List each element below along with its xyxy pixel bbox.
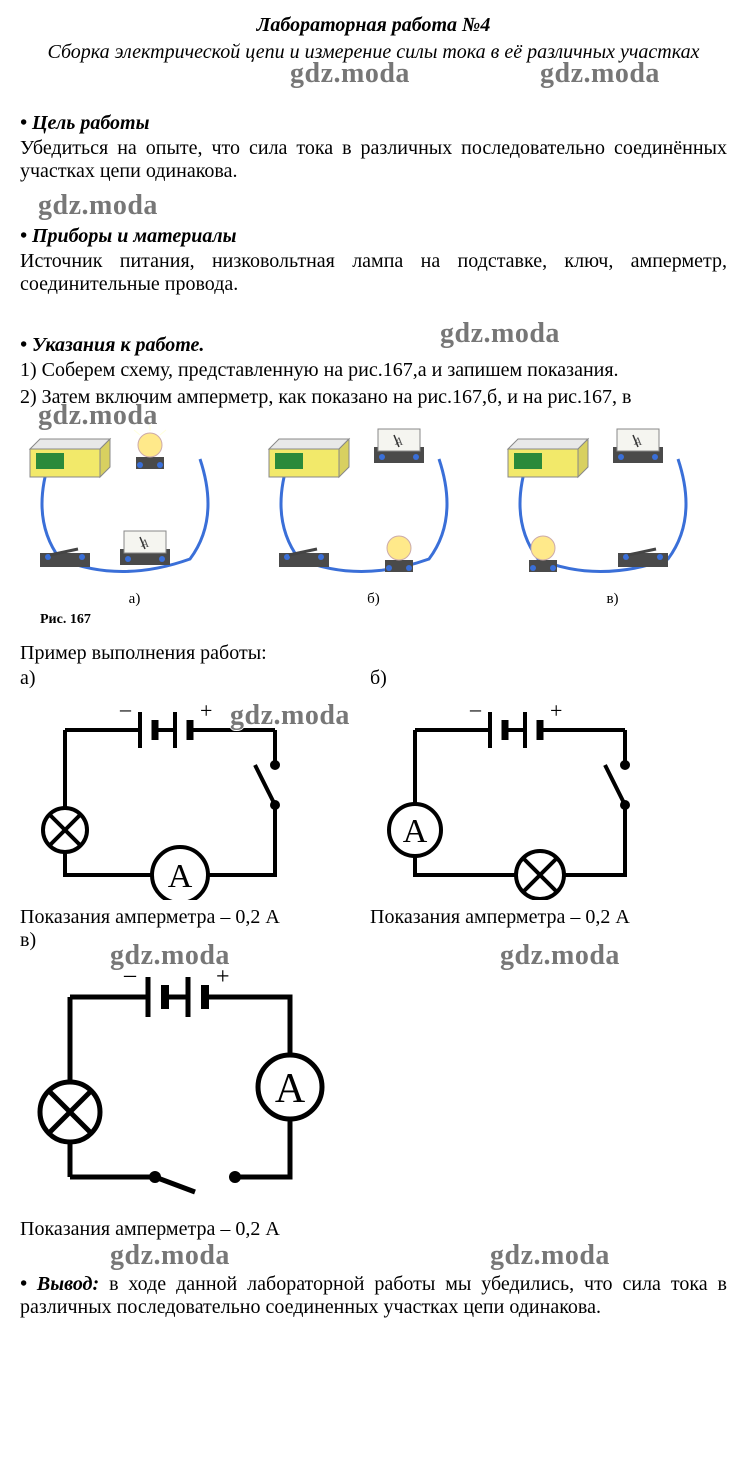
conclusion-body: в ходе данной лабораторной работы мы убе… xyxy=(20,1273,727,1318)
svg-text:+: + xyxy=(200,698,212,723)
goal-heading: • Цель работы xyxy=(20,112,727,135)
svg-text:A: A xyxy=(403,813,428,850)
svg-text:+: + xyxy=(550,698,562,723)
svg-text:–: – xyxy=(123,962,137,988)
figure-167-c: A в) xyxy=(498,419,727,608)
equipment-text: Источник питания, низковольтная лампа на… xyxy=(20,250,727,296)
circuit-photo-b-icon: A xyxy=(259,419,469,589)
schematic-c-block: в) – + A xyxy=(20,929,727,1241)
figure-label-c: в) xyxy=(498,591,727,608)
lab-subtitle: Сборка электрической цепи и измерение си… xyxy=(20,41,727,64)
schematic-a-block: а) – + xyxy=(20,667,340,935)
example-heading: Пример выполнения работы: xyxy=(20,642,727,665)
svg-text:A: A xyxy=(275,1066,306,1112)
reading-c: Показания амперметра – 0,2 А xyxy=(20,1218,727,1241)
conclusion-head: • Вывод: xyxy=(20,1273,109,1295)
equipment-heading: • Приборы и материалы xyxy=(20,225,727,248)
schematic-b-block: б) – + xyxy=(370,667,690,935)
figure-167-a: A а) xyxy=(20,419,249,608)
lab-title: Лабораторная работа №4 xyxy=(20,14,727,37)
figure-label-b: б) xyxy=(259,591,488,608)
conclusion: • Вывод: в ходе данной лабораторной рабо… xyxy=(20,1273,727,1319)
schematic-a-label: а) xyxy=(20,667,340,690)
svg-text:–: – xyxy=(469,696,482,721)
instruction-step-1: 1) Соберем схему, представленную на рис.… xyxy=(20,359,727,382)
figure-167: A а) A xyxy=(20,419,727,608)
schematic-a-icon: – + A xyxy=(20,690,320,900)
svg-text:A: A xyxy=(168,858,193,895)
instructions-heading: • Указания к работе. xyxy=(20,334,727,357)
circuit-photo-c-icon: A xyxy=(498,419,708,589)
circuit-photo-a-icon: A xyxy=(20,419,230,589)
reading-a: Показания амперметра – 0,2 А xyxy=(20,906,340,929)
schematic-c-icon: – + A xyxy=(20,952,340,1212)
svg-text:+: + xyxy=(216,964,230,990)
figure-label-a: а) xyxy=(20,591,249,608)
figure-caption: Рис. 167 xyxy=(40,612,727,628)
figure-167-b: A б) xyxy=(259,419,488,608)
schematic-b-label: б) xyxy=(370,667,690,690)
reading-b: Показания амперметра – 0,2 А xyxy=(370,906,690,929)
svg-text:–: – xyxy=(119,696,132,721)
goal-text: Убедиться на опыте, что сила тока в разл… xyxy=(20,137,727,183)
schematic-b-icon: – + A xyxy=(370,690,670,900)
instruction-step-2: 2) Затем включим амперметр, как показано… xyxy=(20,386,727,409)
